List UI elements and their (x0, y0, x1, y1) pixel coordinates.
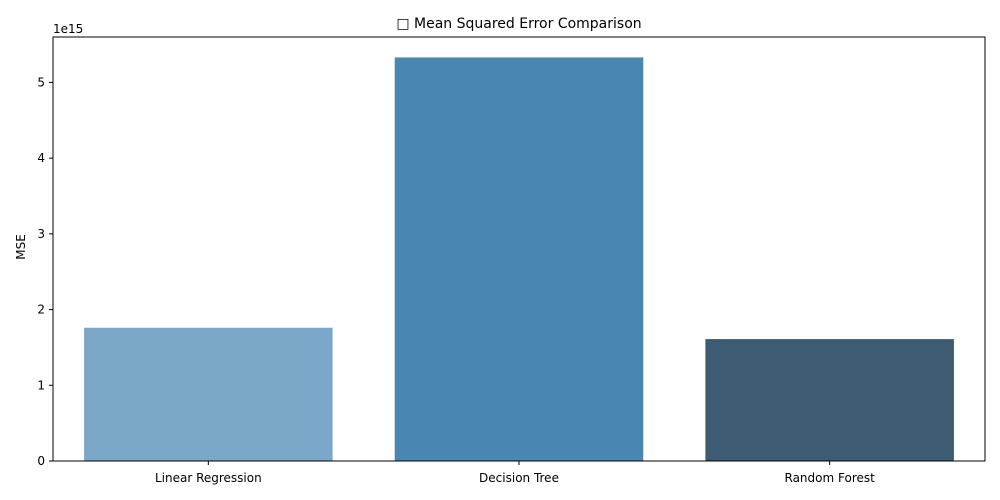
x-axis-ticks: Linear Regression Decision Tree Random For… (155, 461, 875, 485)
x-tick-label: Linear Regression (155, 471, 262, 485)
x-tick-label: Random Forest (785, 471, 876, 485)
y-tick-label: 4 (37, 151, 45, 165)
x-tick-label: Decision Tree (479, 471, 559, 485)
bar-random-forest (705, 339, 954, 461)
bar-linear-regression (84, 327, 333, 461)
y-tick-label: 1 (37, 378, 45, 392)
y-axis-ticks: 0 1 2 3 4 5 (37, 75, 53, 468)
y-tick-label: 5 (37, 75, 45, 89)
y-tick-label: 0 (37, 454, 45, 468)
chart-title: □ Mean Squared Error Comparison (396, 16, 641, 32)
y-tick-label: 3 (37, 227, 45, 241)
y-tick-label: 2 (37, 303, 45, 317)
bars-group (84, 57, 954, 461)
y-axis-offset-label: 1e15 (53, 22, 83, 36)
y-axis-label: MSE (14, 234, 28, 260)
plot-frame (52, 36, 986, 462)
bar-decision-tree (394, 57, 644, 461)
